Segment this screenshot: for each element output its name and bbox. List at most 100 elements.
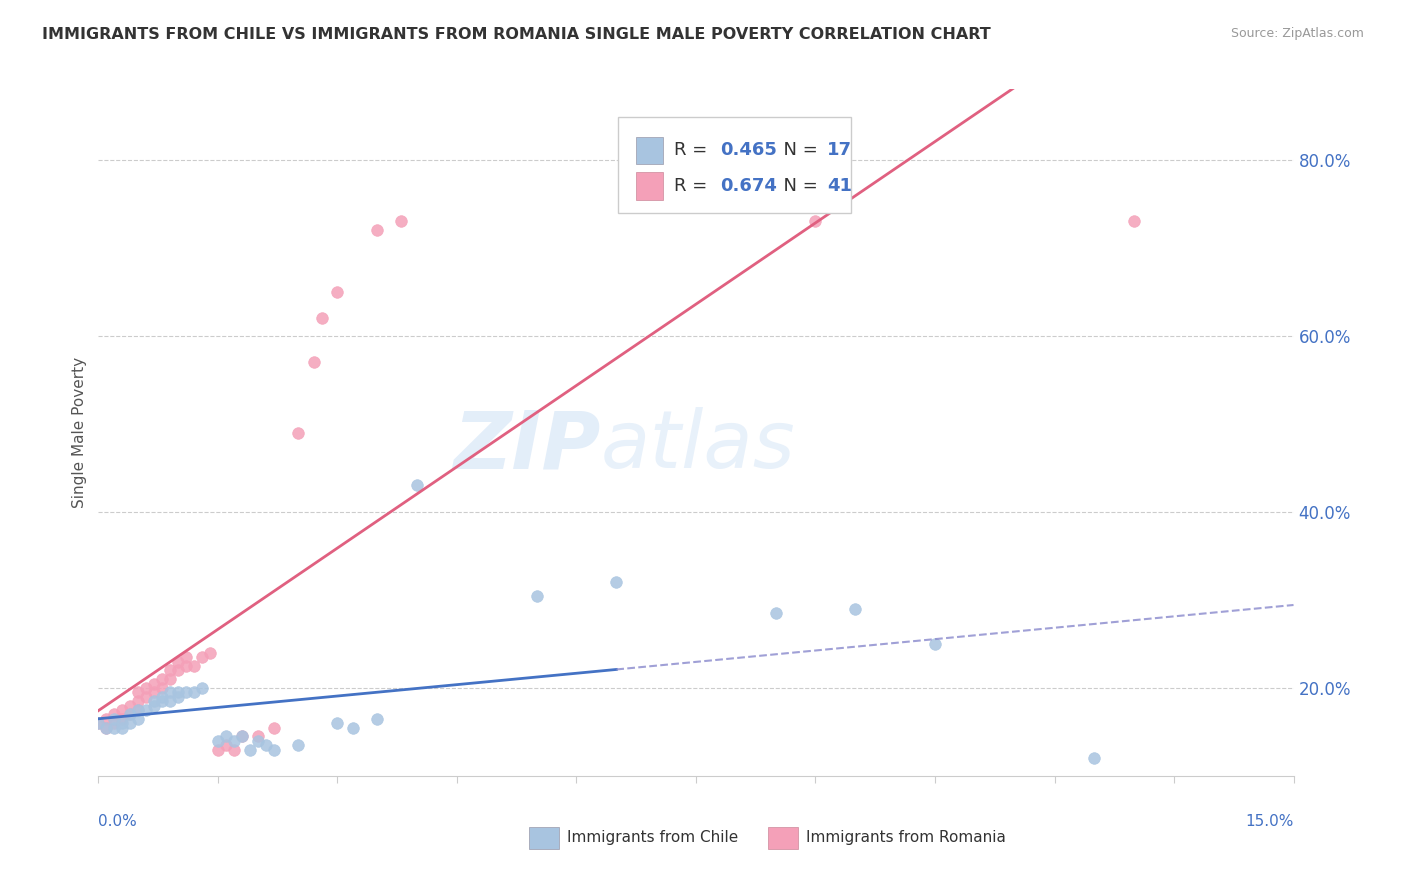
Point — [231, 730, 253, 744]
Point — [254, 738, 277, 752]
Text: 0.674: 0.674 — [720, 177, 776, 195]
Point — [263, 721, 285, 735]
Point — [96, 721, 118, 735]
Point — [167, 690, 190, 704]
Point — [103, 721, 125, 735]
Point — [127, 703, 149, 717]
Point — [1083, 751, 1105, 765]
Point — [311, 311, 333, 326]
Bar — [768, 827, 797, 849]
Point — [366, 223, 388, 237]
Point — [605, 575, 627, 590]
Bar — [637, 172, 662, 200]
Point — [389, 214, 412, 228]
Point — [287, 738, 309, 752]
Point — [135, 681, 157, 695]
Point — [143, 694, 166, 708]
Point — [150, 672, 173, 686]
Point — [326, 716, 349, 731]
Text: Source: ZipAtlas.com: Source: ZipAtlas.com — [1230, 27, 1364, 40]
Point — [526, 589, 548, 603]
Point — [87, 716, 110, 731]
Point — [111, 712, 134, 726]
Point — [167, 664, 190, 678]
Point — [222, 742, 245, 756]
Point — [207, 734, 229, 748]
Point — [103, 716, 125, 731]
Point — [215, 738, 238, 752]
Point — [844, 601, 866, 615]
Point — [239, 742, 262, 756]
Point — [287, 425, 309, 440]
Point — [159, 685, 181, 699]
Point — [174, 650, 197, 665]
Point — [135, 703, 157, 717]
Point — [183, 659, 205, 673]
Point — [191, 681, 214, 695]
Point — [804, 214, 827, 228]
Point — [111, 721, 134, 735]
Point — [159, 664, 181, 678]
Text: Immigrants from Romania: Immigrants from Romania — [806, 830, 1005, 846]
Point — [174, 659, 197, 673]
Text: 15.0%: 15.0% — [1246, 814, 1294, 829]
Y-axis label: Single Male Poverty: Single Male Poverty — [72, 357, 87, 508]
Point — [111, 703, 134, 717]
Point — [198, 646, 221, 660]
Point — [127, 694, 149, 708]
Point — [366, 712, 388, 726]
Point — [120, 716, 142, 731]
Point — [120, 707, 142, 722]
Text: 0.0%: 0.0% — [98, 814, 138, 829]
Bar — [637, 136, 662, 164]
Text: ZIP: ZIP — [453, 408, 600, 485]
Point — [120, 707, 142, 722]
Point — [342, 721, 364, 735]
Point — [174, 685, 197, 699]
Text: R =: R = — [675, 141, 713, 160]
Text: 0.465: 0.465 — [720, 141, 776, 160]
Point — [207, 742, 229, 756]
Point — [924, 637, 946, 651]
Text: Immigrants from Chile: Immigrants from Chile — [567, 830, 738, 846]
Point — [150, 694, 173, 708]
FancyBboxPatch shape — [619, 117, 852, 213]
Bar — [529, 827, 558, 849]
Point — [246, 734, 269, 748]
Point — [96, 721, 118, 735]
Point — [183, 685, 205, 699]
Point — [120, 698, 142, 713]
Text: N =: N = — [772, 177, 824, 195]
Point — [231, 730, 253, 744]
Text: 17: 17 — [828, 141, 852, 160]
Point — [143, 676, 166, 690]
Text: R =: R = — [675, 177, 713, 195]
Point — [406, 478, 429, 492]
Point — [167, 685, 190, 699]
Text: N =: N = — [772, 141, 824, 160]
Point — [215, 730, 238, 744]
Point — [191, 650, 214, 665]
Point — [127, 712, 149, 726]
Point — [167, 655, 190, 669]
Point — [143, 685, 166, 699]
Point — [127, 703, 149, 717]
Text: 41: 41 — [828, 177, 852, 195]
Point — [765, 606, 787, 620]
Point — [103, 712, 125, 726]
Text: atlas: atlas — [600, 408, 796, 485]
Point — [263, 742, 285, 756]
Point — [143, 698, 166, 713]
Point — [111, 716, 134, 731]
Point — [127, 685, 149, 699]
Point — [246, 730, 269, 744]
Point — [87, 716, 110, 731]
Point — [103, 707, 125, 722]
Point — [222, 734, 245, 748]
Point — [150, 690, 173, 704]
Point — [302, 355, 325, 369]
Point — [1123, 214, 1146, 228]
Point — [159, 694, 181, 708]
Point — [326, 285, 349, 299]
Point — [159, 672, 181, 686]
